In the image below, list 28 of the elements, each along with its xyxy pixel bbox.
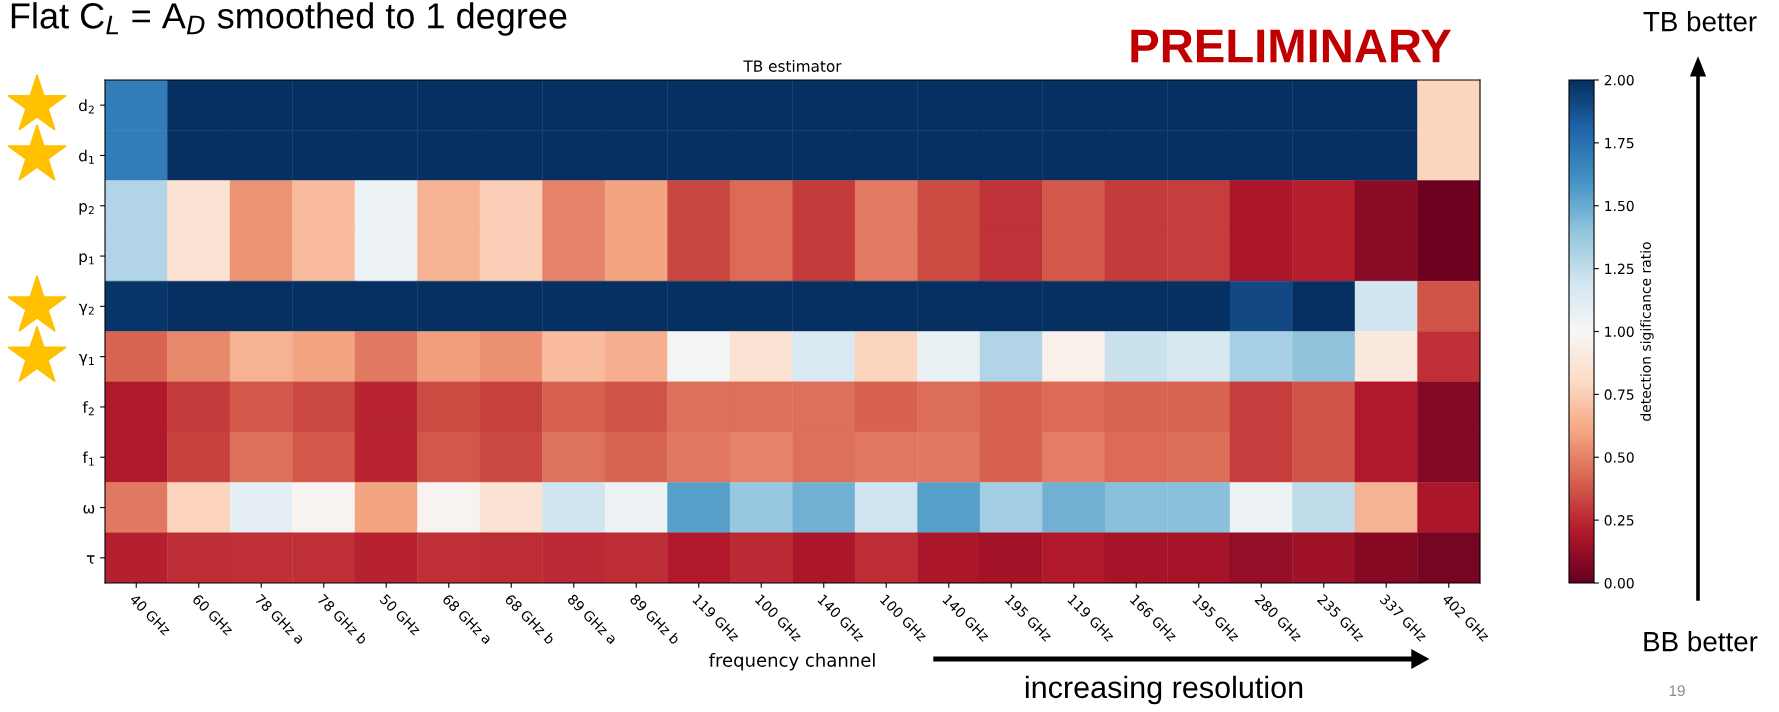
text: PRELIMINARY xyxy=(1131,29,1452,63)
y-tick-label: γ$_{1}$ xyxy=(79,354,94,366)
text: Flat C$_{L}$ = A$_{D}$ smoothed to 1 degree xyxy=(11,2,567,36)
color-bar-label: 2.00 xyxy=(1604,74,1634,86)
color-bar-label: 0.00 xyxy=(1604,577,1634,589)
color-bar-title: detection sigificance ratio xyxy=(1640,242,1654,421)
color-bar-label: 0.75 xyxy=(1604,389,1634,400)
x-axis-title: frequency channel xyxy=(709,652,875,671)
color-bar-label: 1.75 xyxy=(1605,138,1634,149)
y-tick-label: ω xyxy=(83,505,95,514)
y-tick-label: p$_{2}$ xyxy=(79,202,94,215)
chart-title: TB estimator xyxy=(743,60,842,72)
y-tick-label: τ xyxy=(86,555,95,564)
y-tick-label: f$_{2}$ xyxy=(82,401,94,416)
text: 19 xyxy=(1669,685,1685,697)
text: TB better xyxy=(1643,11,1757,32)
y-tick-label: f$_{1}$ xyxy=(82,451,94,466)
color-bar-label: 1.50 xyxy=(1605,200,1634,212)
color-bar-label: 1.25 xyxy=(1605,263,1634,275)
color-bar-label: 0.25 xyxy=(1604,515,1634,526)
y-tick-label: d$_{2}$ xyxy=(79,99,94,114)
text: increasing resolution xyxy=(1025,675,1303,705)
text: BB better xyxy=(1644,631,1758,652)
y-tick-label: γ$_{2}$ xyxy=(79,303,94,316)
color-bar-label: 1.00 xyxy=(1605,326,1634,337)
color-bar-label: 0.50 xyxy=(1604,452,1634,463)
y-tick-label: p$_{1}$ xyxy=(79,253,94,266)
y-tick-label: d$_{1}$ xyxy=(79,149,94,164)
